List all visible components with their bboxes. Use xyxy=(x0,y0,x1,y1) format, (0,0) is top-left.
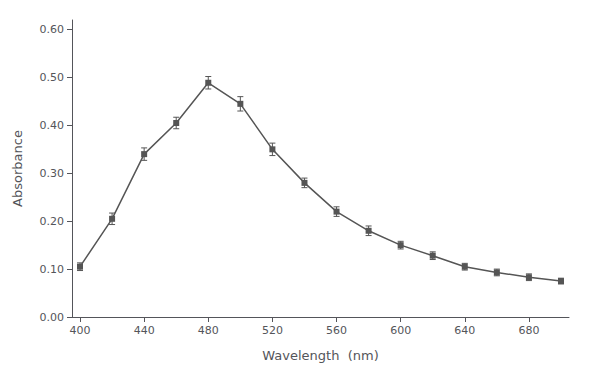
svg-text:0.20: 0.20 xyxy=(40,215,65,228)
svg-text:520: 520 xyxy=(262,324,283,337)
svg-text:0.50: 0.50 xyxy=(40,71,65,84)
svg-text:600: 600 xyxy=(390,324,411,337)
svg-text:480: 480 xyxy=(198,324,219,337)
svg-text:400: 400 xyxy=(70,324,91,337)
svg-text:0.00: 0.00 xyxy=(40,311,65,324)
svg-text:Wavelength (nm): Wavelength (nm) xyxy=(262,348,378,363)
svg-text:440: 440 xyxy=(134,324,155,337)
svg-text:560: 560 xyxy=(326,324,347,337)
svg-text:Absorbance: Absorbance xyxy=(10,130,25,207)
svg-text:680: 680 xyxy=(518,324,539,337)
svg-text:640: 640 xyxy=(454,324,475,337)
svg-text:0.10: 0.10 xyxy=(40,263,65,276)
svg-text:0.30: 0.30 xyxy=(40,167,65,180)
svg-text:0.60: 0.60 xyxy=(40,23,65,36)
svg-text:0.40: 0.40 xyxy=(40,119,65,132)
